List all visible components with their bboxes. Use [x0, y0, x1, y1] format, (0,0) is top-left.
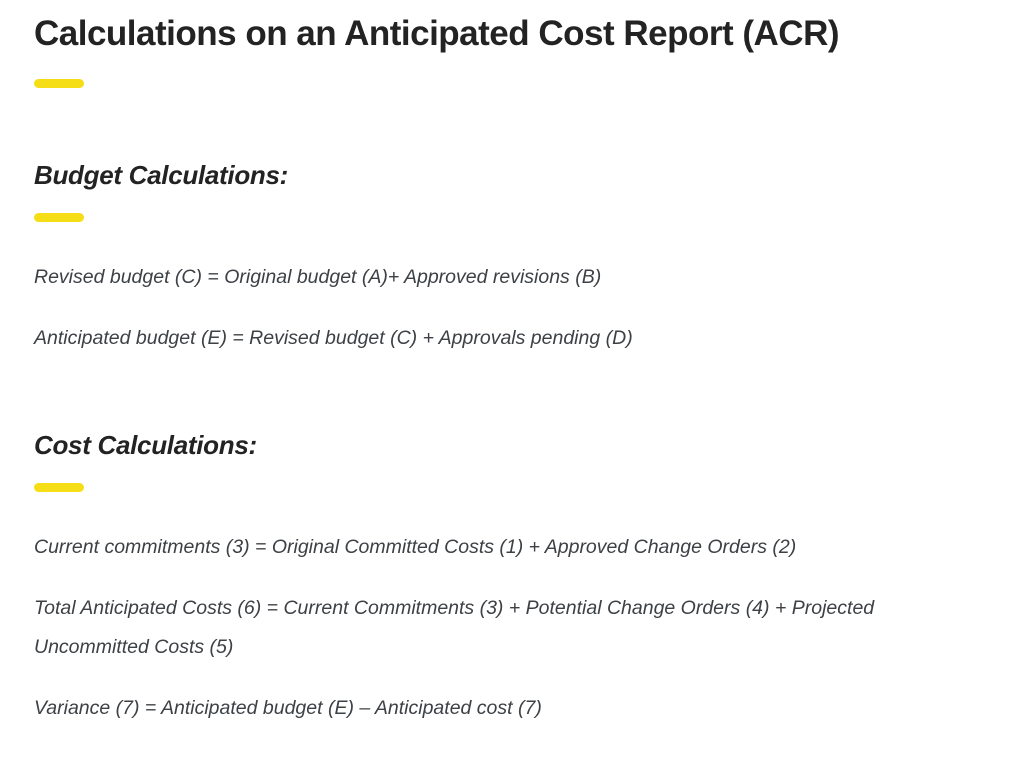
- formula-current-commitments: Current commitments (3) = Original Commi…: [34, 536, 797, 559]
- formula-total-anticipated-costs: Total Anticipated Costs (6) = Current Co…: [34, 597, 875, 659]
- section-heading-cost: Cost Calculations:: [34, 429, 257, 460]
- page-title: Calculations on an Anticipated Cost Repo…: [34, 14, 840, 53]
- section-cost-calculations: Cost Calculations: Current commitments (…: [34, 430, 990, 728]
- formula-revised-budget: Revised budget (C) = Original budget (A)…: [34, 265, 602, 288]
- accent-divider: [34, 78, 84, 88]
- accent-divider: [34, 212, 84, 222]
- accent-divider: [34, 483, 84, 493]
- section-heading-budget: Budget Calculations:: [34, 159, 289, 190]
- formula-anticipated-budget: Anticipated budget (E) = Revised budget …: [34, 326, 633, 349]
- section-budget-calculations: Budget Calculations: Revised budget (C) …: [34, 160, 990, 358]
- formula-variance: Variance (7) = Anticipated budget (E) – …: [34, 697, 542, 720]
